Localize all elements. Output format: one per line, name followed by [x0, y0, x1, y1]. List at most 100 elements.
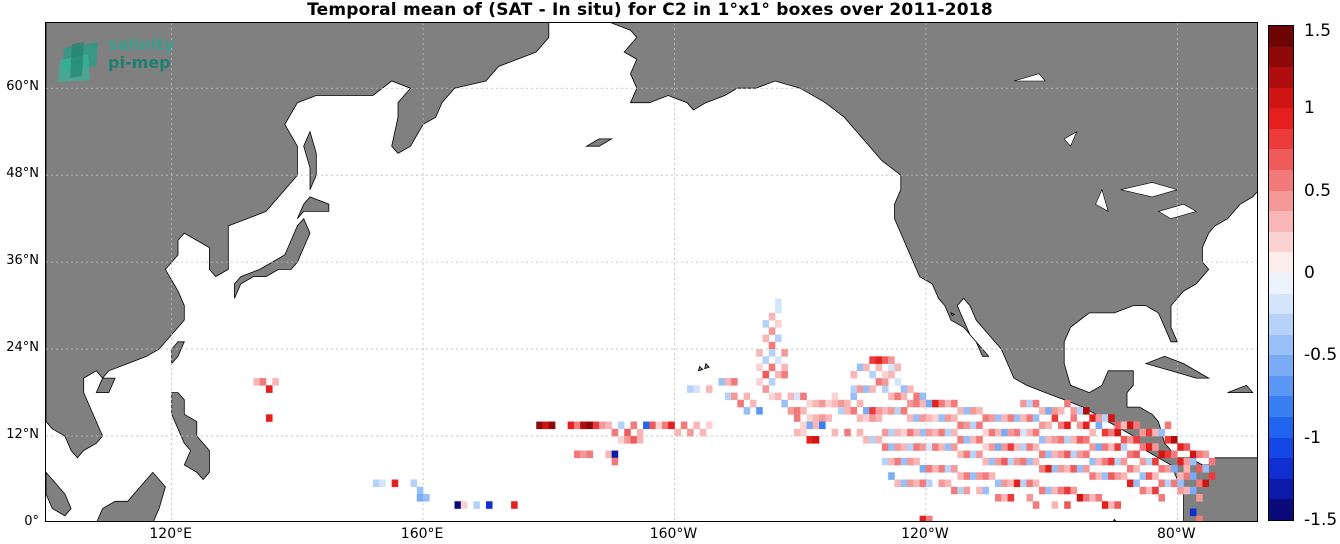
- data-cell: [768, 327, 776, 335]
- data-cell: [1076, 450, 1084, 459]
- data-cell: [1127, 479, 1134, 488]
- data-cell: [605, 450, 612, 459]
- data-cell: [787, 407, 795, 415]
- data-cell: [1177, 486, 1184, 495]
- lat-tick-label: 12°N: [6, 427, 39, 443]
- data-cell: [837, 399, 845, 408]
- data-cell: [1032, 428, 1040, 437]
- data-cell: [762, 356, 770, 364]
- data-cell: [819, 421, 826, 430]
- data-cell: [988, 472, 996, 480]
- data-cell: [793, 407, 801, 415]
- data-cell: [636, 428, 644, 437]
- data-cell: [888, 428, 895, 437]
- colorbar-segment: [1269, 108, 1293, 129]
- data-cell: [643, 421, 650, 430]
- data-cell: [793, 414, 801, 422]
- data-cell: [888, 356, 895, 364]
- data-cell: [850, 385, 858, 393]
- data-cell: [668, 421, 675, 430]
- data-cell: [837, 407, 845, 415]
- colorbar-segment: [1269, 46, 1293, 68]
- data-cell: [888, 370, 895, 379]
- data-cell: [762, 334, 770, 343]
- data-cell: [969, 421, 977, 430]
- data-cell: [1051, 465, 1059, 473]
- data-cell: [819, 414, 826, 422]
- data-cell: [1039, 436, 1046, 444]
- data-cell: [825, 399, 832, 408]
- data-cell: [617, 421, 625, 430]
- data-cell: [1133, 436, 1140, 444]
- data-cell: [1158, 479, 1166, 488]
- data-cell: [611, 457, 619, 466]
- land-mass: [171, 341, 185, 365]
- colorbar-segment: [1269, 334, 1293, 356]
- data-cell: [1120, 421, 1128, 430]
- data-cell: [1120, 457, 1128, 466]
- data-cell: [894, 443, 902, 451]
- data-cell: [888, 457, 895, 466]
- data-cell: [636, 436, 644, 444]
- data-cell: [781, 363, 788, 372]
- data-cell: [1070, 486, 1078, 495]
- colorbar-segment: [1269, 499, 1293, 520]
- data-cell: [1076, 421, 1084, 430]
- data-cell: [1114, 421, 1122, 430]
- data-cell: [1177, 479, 1184, 488]
- land-mass: [1113, 518, 1117, 521]
- data-cell: [1083, 450, 1090, 459]
- colorbar-tick-label: 0.5: [1304, 180, 1332, 201]
- data-cell: [756, 363, 763, 372]
- data-cell: [963, 486, 971, 495]
- data-cell: [894, 378, 902, 386]
- data-cell: [1026, 494, 1034, 502]
- land-mass: [950, 312, 955, 317]
- data-cell: [775, 305, 782, 314]
- colorbar-segment: [1269, 128, 1293, 150]
- data-cell: [800, 421, 807, 430]
- data-cell: [1032, 501, 1040, 509]
- data-cell: [982, 472, 990, 480]
- data-cell: [1133, 465, 1140, 473]
- colorbar-segment: [1269, 231, 1293, 253]
- data-cell: [1070, 450, 1078, 459]
- data-cell: [536, 421, 543, 430]
- colorbar-segment: [1269, 355, 1293, 376]
- colorbar-segment: [1269, 211, 1293, 232]
- data-cell: [976, 450, 983, 459]
- data-cell: [913, 457, 920, 466]
- colorbar: [1268, 25, 1294, 521]
- data-cell: [1007, 414, 1015, 422]
- data-cell: [932, 443, 939, 451]
- data-cell: [762, 385, 770, 393]
- lat-tick-label: 36°N: [6, 253, 39, 269]
- data-cell: [423, 494, 430, 502]
- data-cell: [951, 486, 958, 495]
- data-cell: [416, 486, 424, 495]
- map-panel: [45, 22, 1258, 522]
- colorbar-segment: [1269, 437, 1293, 459]
- data-cell: [693, 421, 700, 430]
- data-cell: [925, 443, 933, 451]
- colorbar-segment: [1269, 26, 1293, 47]
- data-cell: [907, 385, 914, 393]
- data-cell: [963, 407, 971, 415]
- data-cell: [1108, 457, 1115, 466]
- data-cell: [265, 385, 273, 393]
- lake: [1157, 203, 1197, 220]
- data-cell: [988, 443, 996, 451]
- data-cell: [473, 501, 480, 509]
- data-cell: [1039, 421, 1046, 430]
- data-cell: [944, 443, 952, 451]
- data-cell: [1051, 436, 1059, 444]
- colorbar-tick-label: 1: [1304, 98, 1315, 119]
- data-cell: [580, 450, 587, 459]
- data-cell: [963, 450, 971, 459]
- data-cell: [705, 421, 713, 430]
- data-cell: [1013, 428, 1021, 437]
- data-cell: [756, 378, 763, 386]
- data-cell: [1064, 450, 1071, 459]
- data-cell: [1064, 465, 1071, 473]
- data-cell: [995, 494, 1002, 502]
